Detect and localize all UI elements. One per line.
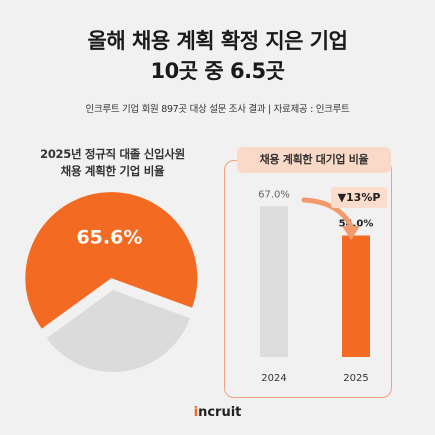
decline-arrow-head xyxy=(342,226,360,240)
bar-value-label: 54.0% xyxy=(339,219,374,230)
change-badge: ▼13%P xyxy=(331,187,387,208)
decline-arrow xyxy=(301,197,355,231)
bar-category-label: 2024 xyxy=(261,373,286,384)
pie-chart-title: 2025년 정규직 대졸 신입사원 채용 계획한 기업 비율 xyxy=(20,146,205,180)
pie-slice-hiring xyxy=(25,192,198,329)
bar-2025 xyxy=(342,235,370,357)
incruit-logo: incruit xyxy=(0,405,435,420)
title-line-1: 올해 채용 계획 확정 지은 기업 xyxy=(87,29,348,53)
page-title: 올해 채용 계획 확정 지은 기업 10곳 중 6.5곳 xyxy=(0,26,435,86)
pie-title-line-2: 채용 계획한 기업 비율 xyxy=(60,164,165,178)
bar-value-label: 67.0% xyxy=(258,189,290,200)
bar-category-label: 2025 xyxy=(343,373,368,384)
pie-title-line-1: 2025년 정규직 대졸 신입사원 xyxy=(40,147,185,161)
logo-mark: i xyxy=(193,405,199,420)
title-line-2: 10곳 중 6.5곳 xyxy=(150,59,285,83)
source-note: 인크루트 기업 회원 897곳 대상 설문 조사 결과 | 자료제공 : 인크루… xyxy=(85,104,350,115)
pie-value-label: 65.6% xyxy=(76,227,142,249)
pie-slice-other xyxy=(46,290,190,372)
bar-chart-title: 채용 계획한 대기업 비율 xyxy=(237,147,391,173)
bar-2024 xyxy=(260,206,288,357)
logo-text: ncruit xyxy=(198,405,242,420)
